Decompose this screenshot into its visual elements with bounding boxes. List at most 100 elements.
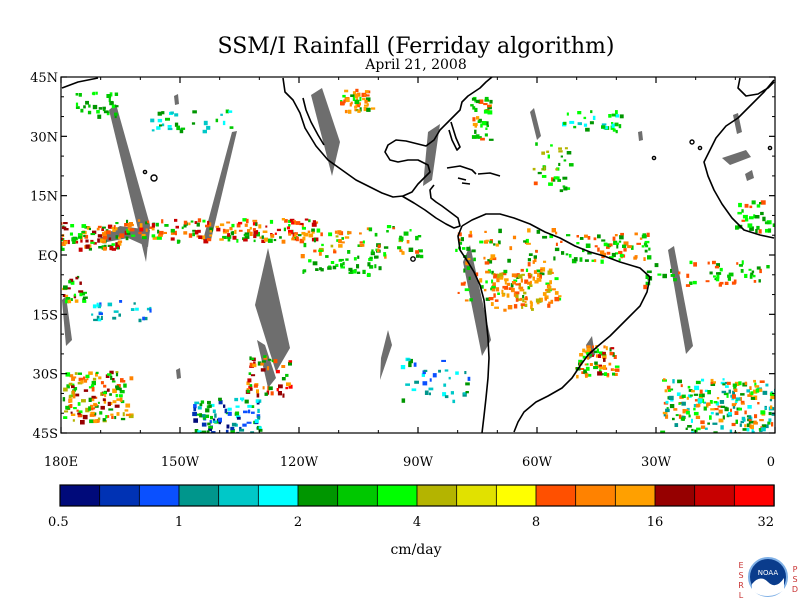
rain-cell xyxy=(545,282,550,285)
colorbar-swatch xyxy=(337,484,379,507)
rain-cell xyxy=(270,234,275,238)
rain-cell xyxy=(597,371,603,376)
rain-cell xyxy=(698,393,703,397)
rain-cell xyxy=(490,254,496,259)
rain-cell xyxy=(124,409,129,412)
rain-cell xyxy=(138,318,142,323)
rain-cell xyxy=(119,390,125,394)
rain-cell xyxy=(170,228,175,233)
rain-cell xyxy=(328,265,332,268)
rain-cell xyxy=(533,255,537,259)
rain-cell xyxy=(740,400,745,404)
rain-cell xyxy=(71,237,76,242)
rain-cell xyxy=(493,293,496,298)
rain-cell xyxy=(113,225,116,230)
rain-cell xyxy=(599,250,605,255)
coastline-alaska xyxy=(61,77,99,89)
rain-cell xyxy=(488,138,494,141)
rain-cell xyxy=(722,378,725,381)
rain-cell xyxy=(535,142,538,146)
colorbar-swatch xyxy=(733,484,775,507)
rain-cell xyxy=(283,227,286,232)
rain-cell xyxy=(618,240,622,243)
rain-cell xyxy=(112,388,117,394)
rain-cell xyxy=(320,268,324,272)
rain-cell xyxy=(472,122,478,127)
rain-cell xyxy=(748,268,752,271)
colorbar-swatch xyxy=(495,484,537,507)
rain-cell xyxy=(119,300,123,303)
rain-cell xyxy=(74,299,79,303)
rain-cell xyxy=(646,270,652,274)
rain-cell xyxy=(131,234,136,237)
rain-cell xyxy=(212,409,216,414)
rain-cell xyxy=(349,103,352,107)
rain-cell xyxy=(65,294,69,299)
rain-cell xyxy=(685,427,688,430)
rain-cell xyxy=(579,368,585,370)
rain-cell xyxy=(209,230,212,233)
rain-cell xyxy=(569,120,575,124)
rain-cell xyxy=(710,408,715,411)
rain-cell xyxy=(686,411,690,415)
rain-cell xyxy=(80,420,85,425)
rain-cell xyxy=(716,263,720,268)
rain-cell xyxy=(72,239,76,244)
no-data-swaths xyxy=(62,88,754,388)
rain-cell xyxy=(315,268,319,271)
rain-cell xyxy=(694,399,698,402)
rain-cell xyxy=(96,302,99,307)
rain-cell xyxy=(196,222,200,227)
rain-cell xyxy=(676,392,681,396)
rain-cell xyxy=(100,405,105,410)
rain-cell xyxy=(480,123,483,128)
rain-cell xyxy=(513,292,516,297)
figure-subtitle: April 21, 2008 xyxy=(364,57,467,73)
rain-cell xyxy=(615,114,620,118)
rain-cell xyxy=(432,373,437,378)
rain-cell xyxy=(235,405,240,408)
rain-cell xyxy=(138,232,142,235)
rain-cell xyxy=(722,415,725,420)
rain-cell xyxy=(208,428,212,432)
rain-cell xyxy=(340,263,343,267)
rain-cell xyxy=(133,302,136,305)
rain-cell xyxy=(371,249,374,254)
rain-cell xyxy=(536,229,541,234)
rain-cell xyxy=(77,236,83,239)
rain-cell xyxy=(265,225,268,228)
rain-cell xyxy=(376,248,380,253)
rain-cell xyxy=(579,257,583,262)
rain-cell xyxy=(689,394,693,397)
rain-cell xyxy=(167,125,172,128)
rain-cell xyxy=(616,244,619,249)
rain-cell xyxy=(703,406,707,411)
rain-cell xyxy=(118,313,121,317)
rain-cell xyxy=(215,118,219,123)
rain-cell xyxy=(258,426,262,429)
rain-cell xyxy=(92,407,96,410)
rain-cell xyxy=(747,405,752,409)
rain-cell xyxy=(302,236,306,241)
rain-cell xyxy=(750,272,754,276)
rain-cell xyxy=(535,298,541,303)
no-data-swath xyxy=(203,131,237,240)
rain-cell xyxy=(139,227,144,232)
rain-cell xyxy=(549,280,552,285)
rain-cell xyxy=(600,373,604,376)
rain-cell xyxy=(713,401,718,404)
rain-cell xyxy=(443,383,447,387)
rain-cell xyxy=(730,408,732,412)
rain-cell xyxy=(85,239,89,243)
rain-cell xyxy=(700,425,706,429)
rain-cell xyxy=(106,388,110,392)
rain-cell xyxy=(735,225,739,230)
rain-cell xyxy=(673,408,678,411)
rain-cell xyxy=(156,126,161,130)
rain-cell xyxy=(716,274,720,279)
rain-cell xyxy=(467,376,471,381)
rain-cell xyxy=(524,279,529,284)
rain-cell xyxy=(400,365,406,370)
rain-cell xyxy=(74,240,79,244)
rain-cell xyxy=(235,415,241,419)
